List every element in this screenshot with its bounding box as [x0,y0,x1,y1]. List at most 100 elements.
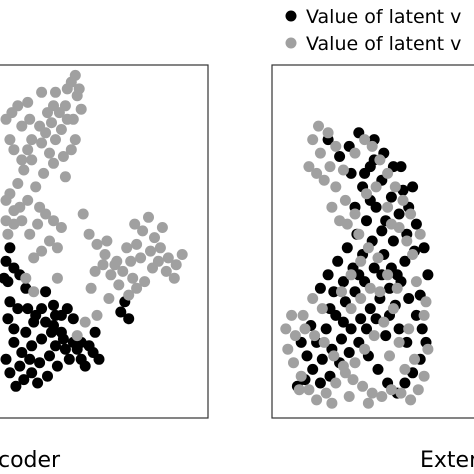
scatter-point-black [26,340,38,352]
scatter-point-black [46,326,57,338]
scatter-point-gray [48,215,59,227]
scatter-point-gray [28,286,40,298]
scatter-point-gray [12,178,24,189]
scatter-point-black [36,333,48,345]
scatter-point-gray [44,147,55,159]
scatter-point-gray [412,384,424,396]
scatter-point-black [368,262,380,274]
scatter-point-black [334,151,346,162]
scatter-point-gray [339,194,351,206]
scatter-point-gray [4,134,16,146]
scatter-point-gray [318,174,330,186]
scatter-point-gray [18,164,30,176]
scatter-point-gray [337,360,349,372]
scatter-point-black [332,255,344,267]
scatter-point-black [4,242,16,254]
scatter-point-gray [307,293,319,304]
scatter-point-gray [372,252,384,264]
scatter-point-black [372,363,384,375]
legend-marker-gray [285,37,297,49]
scatter-point-gray [303,161,315,173]
scatter-point-gray [69,69,81,81]
scatter-point-black [61,303,73,315]
scatter-point-black [55,326,67,338]
scatter-point-black [418,242,430,254]
scatter-point-gray [61,83,73,95]
scatter-point-gray [156,222,168,233]
scatter-point-black [336,333,347,345]
scatter-point-black [407,181,419,193]
scatter-point-black [399,377,411,389]
scatter-point-gray [131,282,143,294]
scatter-point-black [387,235,399,247]
scatter-point-gray [143,211,154,223]
scatter-point-gray [337,164,349,176]
scatter-point-gray [22,194,34,206]
scatter-point-gray [12,100,24,112]
scatter-point-gray [362,397,374,409]
scatter-point-gray [376,391,388,402]
scatter-point-gray [414,228,426,240]
scatter-point-black [393,323,405,335]
scatter-point-black [384,282,395,294]
scatter-point-gray [65,144,77,156]
scatter-point-gray [48,100,59,112]
scatter-point-gray [123,289,135,301]
scatter-point-gray [16,154,28,166]
scatter-point-gray [22,144,34,156]
scatter-point-gray [160,265,172,277]
scatter-point-gray [0,194,12,206]
scatter-point-gray [364,282,376,294]
scatter-point-gray [34,120,46,132]
scatter-point-gray [286,309,298,321]
scatter-point-gray [378,316,390,328]
scatter-point-gray [79,316,91,328]
scatter-point-gray [385,384,397,396]
scatter-point-gray [311,394,323,406]
scatter-point-gray [418,370,430,382]
scatter-point-black [361,215,372,227]
scatter-point-gray [420,296,432,308]
scatter-point-gray [397,194,409,206]
scatter-point-black [48,299,59,311]
scatter-point-gray [55,222,67,233]
scatter-point-black [24,353,36,365]
scatter-point-gray [418,309,430,321]
scatter-point-gray [137,225,149,237]
panel-caption-right: Exter [420,448,474,473]
scatter-point-black [28,316,40,328]
scatter-point-black [12,303,24,315]
scatter-point-gray [401,235,413,247]
scatter-point-gray [374,154,386,166]
scatter-point-gray [324,161,336,173]
scatter-point-black [403,293,415,304]
scatter-point-black [4,367,16,379]
scatter-point-gray [288,357,299,369]
scatter-point-black [18,374,30,386]
scatter-point-black [353,269,365,281]
scatter-point-gray [387,303,399,315]
scatter-point-gray [24,228,36,240]
scatter-point-gray [131,238,143,250]
scatter-point-gray [361,188,372,200]
scatter-point-black [22,303,34,315]
scatter-point-black [385,191,397,203]
scatter-point-gray [366,140,378,152]
scatter-point-gray [368,330,380,342]
scatter-point-gray [77,208,89,220]
scatter-point-gray [162,252,174,264]
scatter-point-gray [405,208,417,220]
scatter-point-black [376,225,388,237]
scatter-point-gray [20,272,32,284]
scatter-point-black [410,309,422,321]
legend-label-black: Value of latent v [306,6,461,28]
scatter-point-black [51,360,63,372]
scatter-point-gray [314,147,326,159]
scatter-point-gray [85,282,97,294]
scatter-point-gray [30,181,42,193]
legend-marker-black [285,10,297,22]
scatter-point-gray [46,117,57,129]
scatter-point-black [320,323,332,335]
scatter-point-gray [393,336,405,348]
scatter-point-gray [44,235,55,247]
